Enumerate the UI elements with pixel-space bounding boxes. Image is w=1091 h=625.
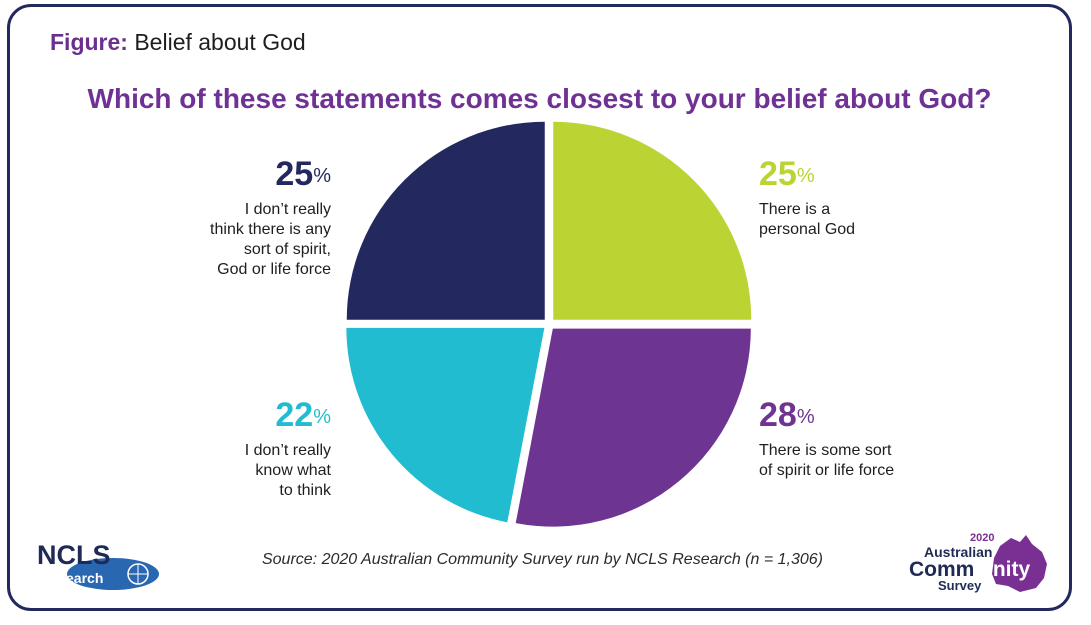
slice-dont-know (346, 327, 545, 523)
slice-percent: 25% (759, 155, 815, 193)
slice-label-no-spirit: 25% I don’t really think there is any sort… (101, 156, 331, 280)
slice-description: There is a personal God (759, 201, 856, 238)
svg-text:unity: unity (980, 558, 1030, 581)
figure-label: Figure: (50, 29, 128, 55)
svg-text:Comm: Comm (909, 558, 974, 581)
slice-personal-god (553, 121, 752, 320)
slice-label-dont-know: 22% I don’t really know what to think (101, 397, 331, 501)
slice-no-spirit (346, 121, 545, 320)
ncls-research-logo: NCLS research (37, 540, 159, 590)
svg-text:research: research (45, 570, 103, 586)
chart-question: Which of these statements comes closest … (87, 83, 992, 114)
slice-description: I don’t really think there is any sort of … (210, 201, 331, 278)
svg-text:NCLS: NCLS (37, 540, 111, 570)
svg-text:Australian: Australian (924, 544, 992, 560)
slice-label-spirit-life-force: 28% There is some sort of spirit or life … (759, 397, 989, 481)
slice-description: I don’t really know what to think (244, 442, 331, 499)
figure-title: Figure: Belief about God (50, 29, 306, 56)
figure-title-text: Belief about God (134, 29, 306, 55)
source-note: Source: 2020 Australian Community Survey… (261, 551, 823, 568)
svg-text:2020: 2020 (970, 532, 994, 544)
svg-text:Survey: Survey (938, 578, 982, 593)
slice-percent: 22% (275, 396, 331, 434)
slice-spirit-life-force (515, 328, 751, 527)
slice-percent: 28% (759, 396, 815, 434)
slice-description: There is some sort of spirit or life forc… (759, 442, 895, 479)
australian-community-survey-logo: 2020 Australian Comm unity Survey (909, 532, 1047, 593)
slice-label-personal-god: 25% There is a personal God (759, 156, 989, 240)
slice-percent: 25% (275, 155, 331, 193)
